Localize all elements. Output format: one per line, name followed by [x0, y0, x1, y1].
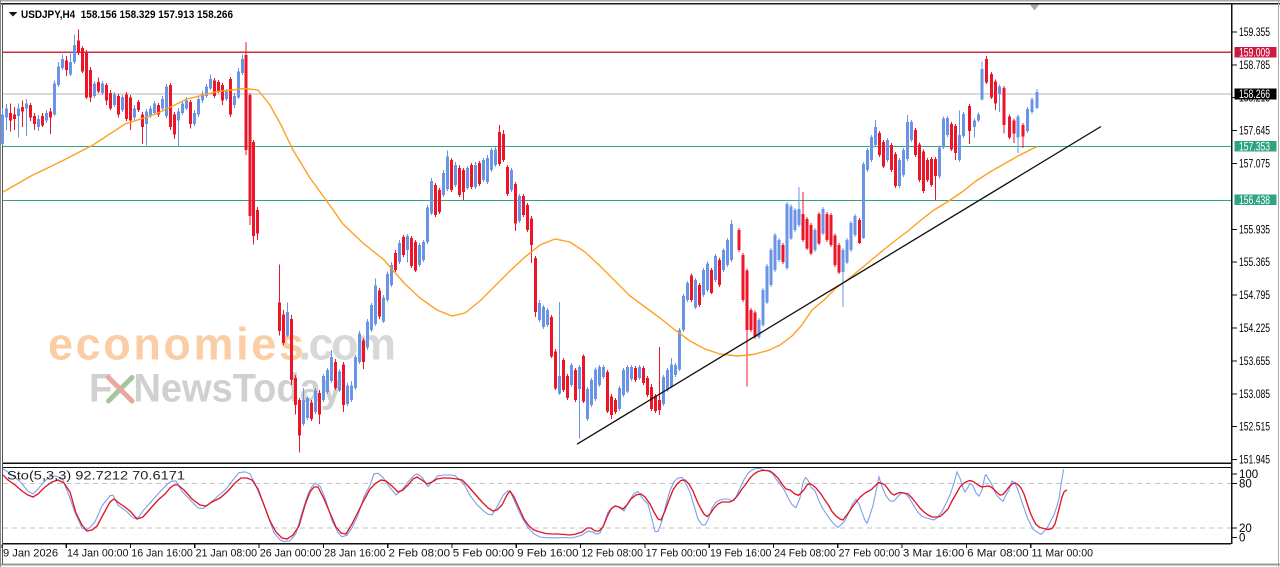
svg-text:27 Feb 00:00: 27 Feb 00:00: [839, 547, 901, 559]
svg-text:USDJPY,H4 158.156 158.329 157: USDJPY,H4 158.156 158.329 157.913 158.26…: [21, 9, 233, 21]
svg-text:158.785: 158.785: [1239, 60, 1270, 72]
svg-text:14 Jan 00:00: 14 Jan 00:00: [67, 547, 129, 559]
svg-text:26 Jan 00:00: 26 Jan 00:00: [260, 547, 322, 559]
svg-text:153.085: 153.085: [1239, 389, 1270, 401]
svg-text:17 Feb 00:00: 17 Feb 00:00: [646, 547, 708, 559]
svg-text:158.266: 158.266: [1239, 89, 1270, 101]
svg-text:155.365: 155.365: [1239, 257, 1270, 269]
svg-text:156.438: 156.438: [1239, 195, 1270, 207]
svg-text:9 Jan 2026: 9 Jan 2026: [3, 547, 58, 559]
svg-text:154.795: 154.795: [1239, 290, 1270, 302]
svg-text:3 Mar 16:00: 3 Mar 16:00: [903, 547, 965, 559]
svg-text:157.645: 157.645: [1239, 126, 1270, 138]
svg-text:economies.com: economies.com: [48, 319, 394, 370]
svg-text:100: 100: [1239, 469, 1258, 481]
svg-text:159.009: 159.009: [1239, 48, 1270, 60]
svg-text:0: 0: [1239, 533, 1245, 545]
svg-text:151.945: 151.945: [1239, 455, 1270, 467]
svg-text:152.515: 152.515: [1239, 422, 1270, 434]
svg-text:16 Jan 16:00: 16 Jan 16:00: [131, 547, 193, 559]
svg-text:9 Feb 16:00: 9 Feb 16:00: [517, 547, 579, 559]
svg-text:153.655: 153.655: [1239, 356, 1270, 368]
svg-text:11 Mar 00:00: 11 Mar 00:00: [1032, 547, 1094, 559]
svg-text:6 Mar 08:00: 6 Mar 08:00: [967, 547, 1028, 559]
svg-text:21 Jan 08:00: 21 Jan 08:00: [196, 547, 258, 559]
svg-text:20: 20: [1239, 523, 1252, 535]
svg-text:2 Feb 08:00: 2 Feb 08:00: [389, 547, 451, 559]
svg-text:28 Jan 16:00: 28 Jan 16:00: [324, 547, 386, 559]
svg-text:24 Feb 08:00: 24 Feb 08:00: [774, 547, 836, 559]
svg-text:Sto(5,3,3) 92.7212 70.6171: Sto(5,3,3) 92.7212 70.6171: [7, 471, 185, 483]
svg-text:157.075: 157.075: [1239, 159, 1270, 171]
svg-text:12 Feb 08:00: 12 Feb 08:00: [581, 547, 643, 559]
svg-text:155.935: 155.935: [1239, 224, 1270, 236]
svg-text:19 Feb 16:00: 19 Feb 16:00: [710, 547, 772, 559]
svg-text:5 Feb 00:00: 5 Feb 00:00: [453, 547, 515, 559]
svg-text:159.355: 159.355: [1239, 27, 1270, 39]
svg-text:80: 80: [1239, 478, 1252, 490]
svg-text:154.225: 154.225: [1239, 323, 1270, 335]
svg-text:157.353: 157.353: [1239, 142, 1270, 154]
